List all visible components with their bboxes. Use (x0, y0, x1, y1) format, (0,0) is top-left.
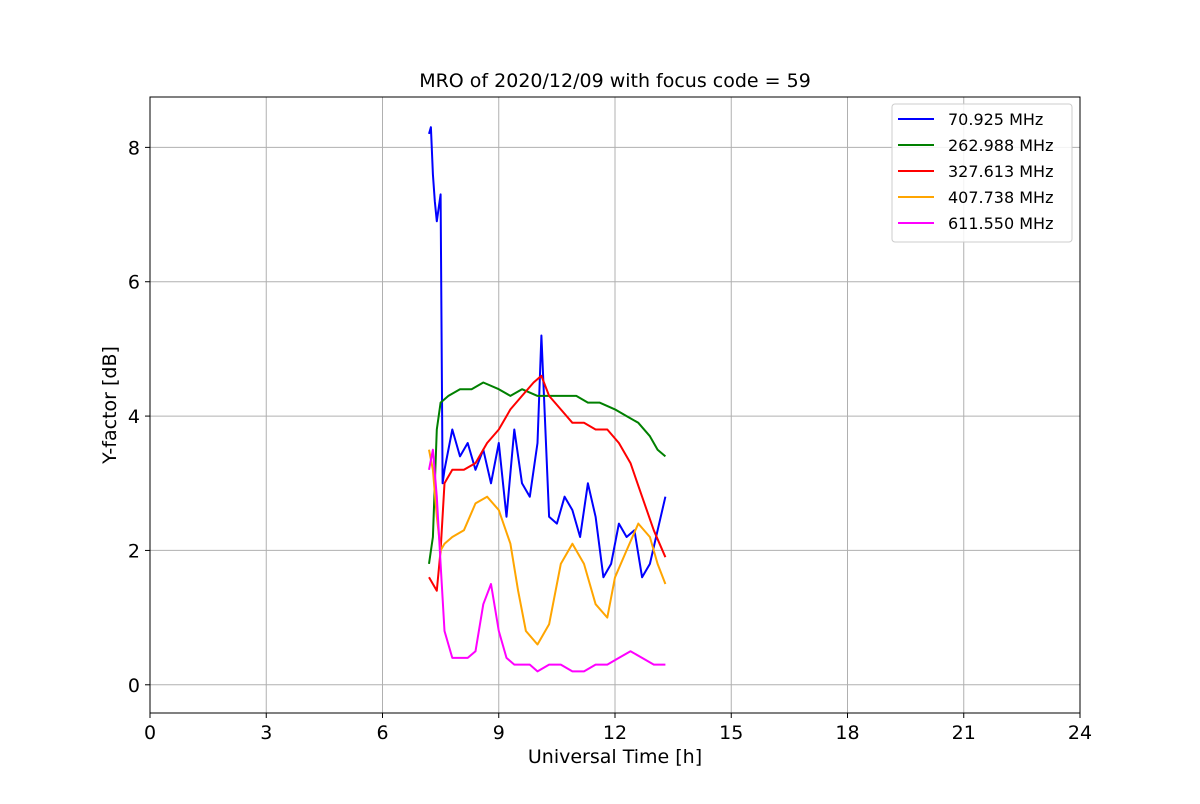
y-axis-label: Y-factor [dB] (99, 346, 121, 465)
x-tick-label: 21 (952, 722, 976, 744)
series-lines (428, 126, 667, 673)
series-line-4 (428, 449, 667, 646)
y-tick-label: 0 (128, 675, 140, 697)
x-tick-label: 3 (260, 722, 272, 744)
legend-label: 262.988 MHz (948, 136, 1053, 155)
series-line-5 (428, 448, 666, 673)
x-tick-label: 9 (493, 722, 505, 744)
legend-label: 611.550 MHz (948, 214, 1053, 233)
legend-label: 70.925 MHz (948, 110, 1043, 129)
series-line-2 (428, 381, 667, 565)
x-axis-label: Universal Time [h] (528, 746, 702, 768)
legend: 70.925 MHz 262.988 MHz 327.613 MHz 407.738 … (891, 103, 1073, 243)
x-tick-label: 12 (603, 722, 627, 744)
series-line-3 (428, 374, 667, 592)
y-tick-label: 2 (128, 540, 140, 562)
y-tick-label: 6 (128, 272, 140, 294)
x-tick-label: 6 (376, 722, 388, 744)
y-tick-label: 4 (128, 406, 140, 428)
series-line-1 (428, 126, 667, 579)
x-tick-label: 0 (144, 722, 156, 744)
legend-label: 407.738 MHz (948, 188, 1053, 207)
legend-box (891, 103, 1073, 243)
x-tick-label: 15 (719, 722, 743, 744)
x-tick-label: 18 (835, 722, 859, 744)
x-tick-label: 24 (1068, 722, 1092, 744)
y-tick-label: 8 (128, 137, 140, 159)
legend-label: 327.613 MHz (948, 162, 1053, 181)
chart-title: MRO of 2020/12/09 with focus code = 59 (419, 70, 811, 92)
